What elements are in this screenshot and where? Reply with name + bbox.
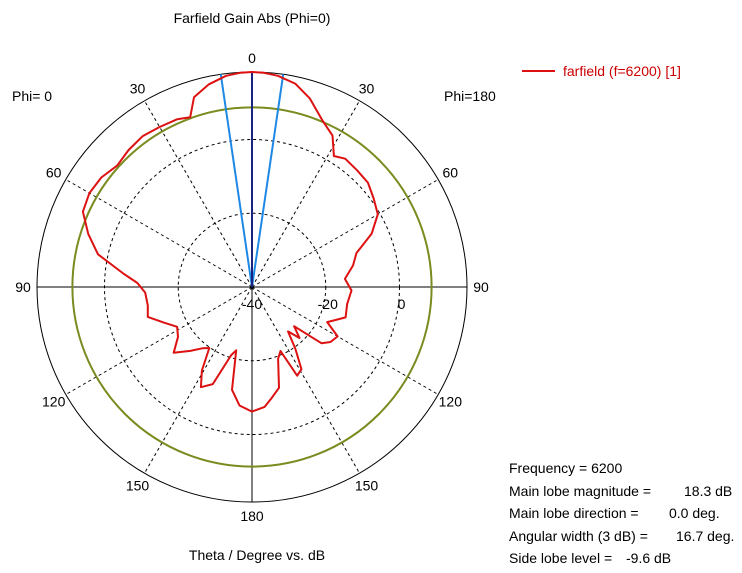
info-frequency-label: Frequency = 6200 (509, 460, 623, 476)
radial-tick--40: -40 (242, 296, 262, 312)
radial-tick-labels: -40 -20 0 (242, 296, 406, 312)
info-main-lobe-direction-value: 0.0 deg. (669, 505, 720, 521)
radial-tick-0: 0 (398, 296, 406, 312)
angle-label-30-left: 30 (130, 81, 146, 97)
legend-entry: farfield (f=6200) [1] (563, 63, 681, 79)
info-main-lobe-magnitude-label: Main lobe magnitude = (509, 482, 652, 499)
angle-label-120-right: 120 (439, 394, 463, 410)
info-frequency: Frequency = 6200 (509, 457, 741, 480)
info-main-lobe-magnitude-value: 18.3 dB (684, 482, 733, 499)
beamwidth-line-right (219, 74, 253, 288)
angle-label-0: 0 (248, 50, 256, 66)
info-angular-width: Angular width (3 dB) = 16.7 deg. (509, 525, 741, 548)
series-layer (81, 71, 379, 413)
info-angular-width-label: Angular width (3 dB) = (509, 527, 648, 544)
angle-label-90-right: 90 (473, 279, 489, 295)
angle-label-60-left: 60 (46, 165, 62, 181)
info-angular-width-value: 16.7 deg. (676, 527, 735, 544)
farfield-info-panel: Frequency = 6200 Main lobe magnitude = 1… (509, 457, 741, 570)
spoke-150 (144, 286, 253, 474)
info-main-lobe-direction-label: Main lobe direction = (509, 505, 639, 521)
angle-label-60-right: 60 (443, 165, 459, 181)
info-main-lobe-magnitude: Main lobe magnitude = 18.3 dB (509, 480, 741, 503)
spoke-60 (65, 179, 253, 288)
info-main-lobe-direction: Main lobe direction = 0.0 deg. (509, 502, 741, 525)
radial-tick--20: -20 (318, 296, 338, 312)
phi-left-label: Phi= 0 (12, 88, 52, 104)
angle-label-90-left: 90 (15, 279, 31, 295)
angle-label-120-left: 120 (42, 394, 66, 410)
info-side-lobe-level-label: Side lobe level = (509, 550, 613, 566)
spoke--150 (251, 286, 360, 474)
chart-title: Farfield Gain Abs (Phi=0) (174, 10, 331, 26)
series-line-0 (81, 71, 379, 413)
angle-label-30-right: 30 (359, 81, 375, 97)
spoke--120 (251, 286, 439, 395)
spoke-30 (144, 100, 253, 288)
angle-labels: 0 30 30 60 60 90 90 120 120 150 150 180 (15, 50, 489, 524)
x-axis-label: Theta / Degree vs. dB (189, 547, 325, 563)
info-side-lobe-level-value: -9.6 dB (626, 550, 672, 566)
phi-right-label: Phi=180 (444, 88, 496, 104)
beamwidth-line-left (251, 74, 285, 288)
angle-label-150-left: 150 (126, 477, 150, 493)
spoke--60 (251, 179, 439, 288)
info-side-lobe-level: Side lobe level = -9.6 dB (509, 547, 741, 570)
legend: farfield (f=6200) [1] (522, 63, 681, 79)
angle-label-150-right: 150 (355, 477, 379, 493)
spoke--30 (251, 100, 360, 288)
angle-label-180: 180 (240, 508, 264, 524)
spoke-120 (65, 286, 253, 395)
